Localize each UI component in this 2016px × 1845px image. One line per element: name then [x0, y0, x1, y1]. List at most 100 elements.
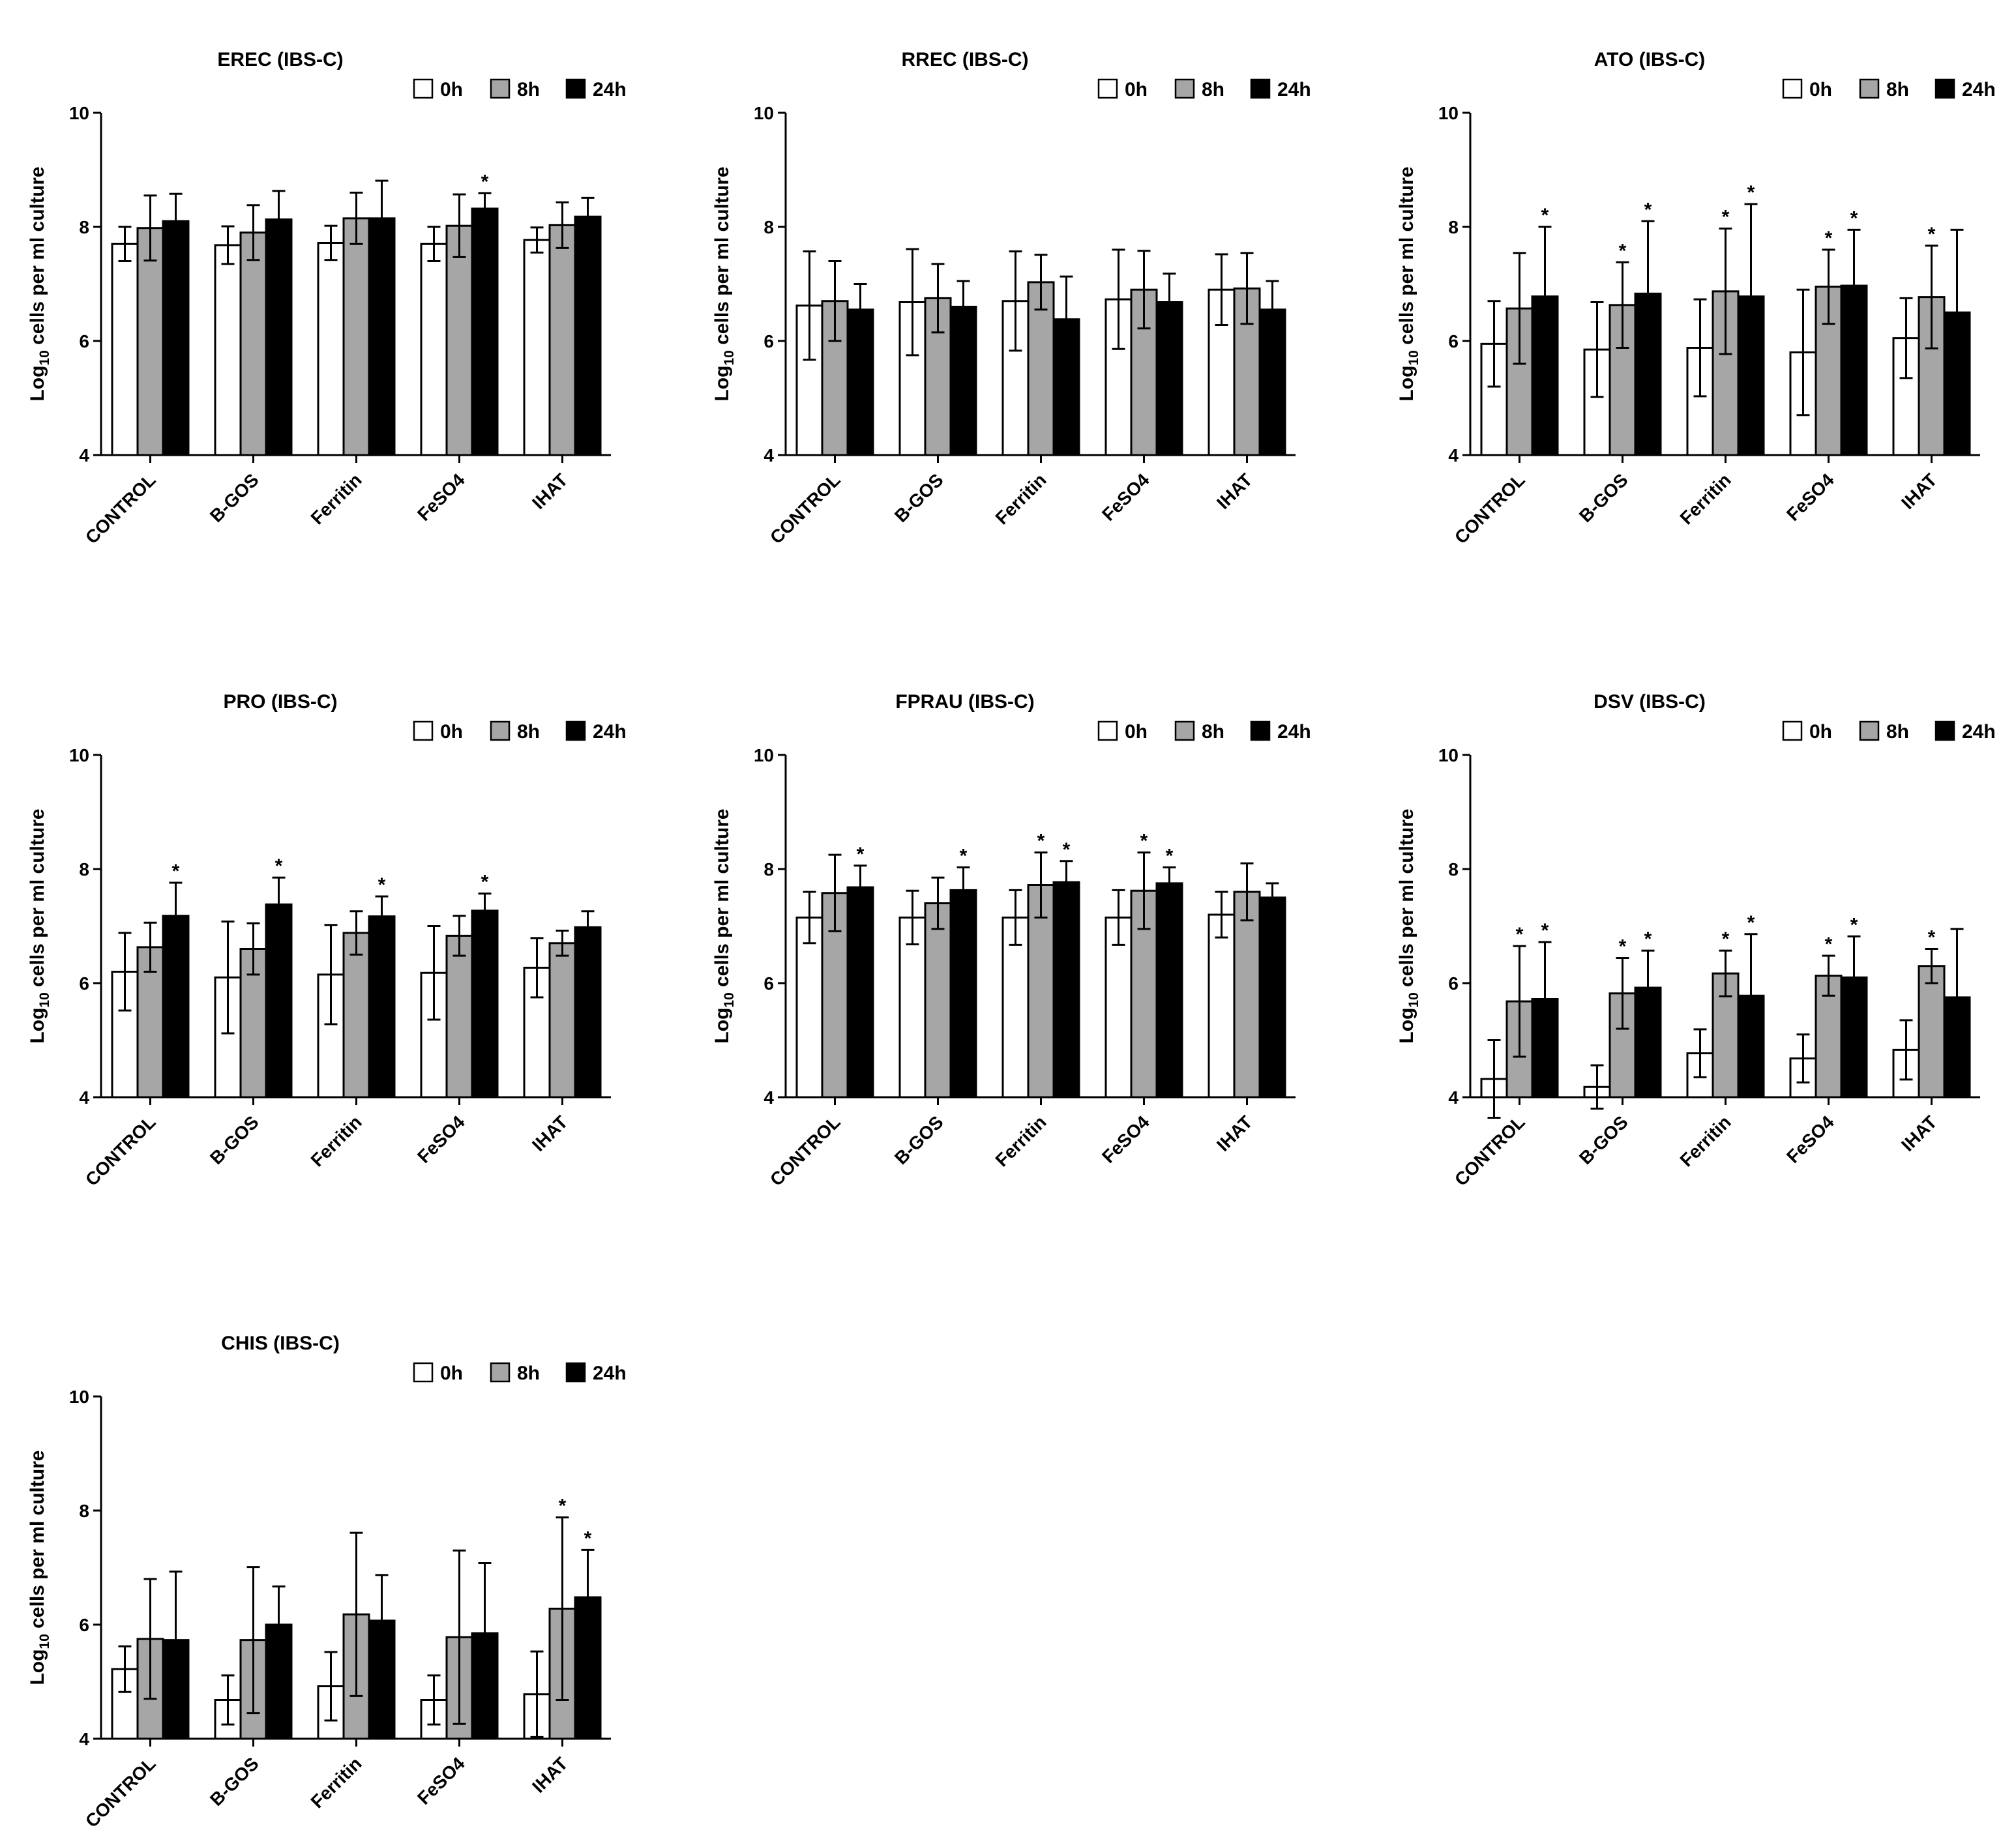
- bar-ihat-24h: [574, 926, 602, 1099]
- error-bar-feso4-8h: [452, 1549, 466, 1725]
- x-tick-label-b-gos: B-GOS: [1575, 1112, 1632, 1168]
- legend-swatch-8h: [490, 720, 511, 741]
- y-tick-label: 4: [1448, 445, 1459, 465]
- error-bar-b-gos-24h: [272, 190, 286, 249]
- legend-swatch-8h: [1859, 78, 1880, 99]
- legend-label-8h: 8h: [517, 721, 540, 743]
- x-tick-label-ihat: IHAT: [1897, 469, 1941, 513]
- legend-swatch-24h: [1250, 720, 1271, 741]
- error-bar-ihat-0h: [1215, 253, 1228, 326]
- y-tick-label: 10: [754, 745, 774, 765]
- y-axis-label: Log10 cells per ml culture: [711, 166, 737, 401]
- error-bar-ferritin-8h: [1719, 228, 1732, 355]
- error-bar-ferritin-0h: [324, 1651, 338, 1722]
- legend-swatch-24h: [565, 78, 586, 99]
- significance-star: *: [1541, 205, 1549, 226]
- error-bar-b-gos-0h: [221, 921, 235, 1035]
- significance-star: *: [1747, 182, 1755, 203]
- legend-label-0h: 0h: [440, 721, 463, 743]
- error-bar-ferritin-0h: [1693, 298, 1707, 398]
- bar-ihat-24h: [1258, 896, 1286, 1099]
- bar-ferritin-24h: [1052, 881, 1080, 1099]
- error-bar-feso4-8h: [1137, 250, 1151, 330]
- legend-label-8h: 8h: [1202, 79, 1224, 100]
- significance-star: *: [584, 1528, 592, 1549]
- x-tick-label-b-gos: B-GOS: [891, 1112, 947, 1168]
- error-bar-ferritin-8h: [349, 1531, 363, 1697]
- significance-star: *: [1722, 207, 1730, 228]
- bar-feso4-8h: [445, 224, 473, 456]
- error-bar-b-gos-24h: [1641, 220, 1655, 367]
- error-bar-feso4-0h: [427, 1674, 441, 1726]
- y-tick-label: 6: [763, 973, 774, 994]
- bar-feso4-24h: [1155, 882, 1183, 1099]
- x-tick-label-feso4: FeSO4: [1098, 469, 1153, 525]
- legend-label-24h: 24h: [1277, 721, 1311, 743]
- y-axis-label: Log10 cells per ml culture: [27, 166, 52, 401]
- significance-star: *: [1850, 207, 1858, 229]
- legend-swatch-24h: [565, 1362, 586, 1383]
- error-bar-ihat-8h: [556, 1516, 569, 1701]
- bar-ferritin-8h: [1712, 290, 1740, 456]
- error-bar-ferritin-24h: [1060, 860, 1073, 904]
- x-tick-label-control: CONTROL: [1451, 469, 1529, 548]
- legend-label-0h: 0h: [1809, 79, 1832, 100]
- y-axis-label: Log10 cells per ml culture: [27, 1450, 52, 1685]
- x-tick-label-feso4: FeSO4: [1098, 1112, 1153, 1167]
- bar-ihat-8h: [1233, 891, 1261, 1099]
- error-bar-control-8h: [828, 260, 842, 342]
- legend-label-0h: 0h: [1809, 721, 1832, 743]
- legend-label-24h: 24h: [1962, 721, 1996, 743]
- y-tick-label: 4: [79, 1729, 89, 1749]
- error-bar-ferritin-24h: [375, 179, 389, 258]
- error-bar-feso4-24h: [478, 192, 492, 226]
- significance-star: *: [1850, 914, 1858, 936]
- significance-star: *: [960, 845, 968, 866]
- error-bar-ferritin-24h: [375, 1574, 389, 1668]
- x-tick-label-ihat: IHAT: [1897, 1112, 1941, 1155]
- y-axis-label: Log10 cells per ml culture: [1396, 166, 1421, 401]
- y-tick-label: 4: [1448, 1087, 1459, 1108]
- legend-swatch-24h: [565, 720, 586, 741]
- x-tick-label-b-gos: B-GOS: [891, 469, 947, 526]
- error-bar-control-8h: [143, 1578, 157, 1700]
- significance-star: *: [1166, 845, 1174, 866]
- x-tick-label-control: CONTROL: [82, 1753, 160, 1831]
- error-bar-feso4-8h: [452, 915, 466, 957]
- x-tick-label-feso4: FeSO4: [413, 1112, 469, 1167]
- bar-ferritin-24h: [368, 217, 396, 456]
- significance-star: *: [172, 861, 180, 882]
- error-bar-b-gos-0h: [1590, 1064, 1604, 1110]
- error-bar-feso4-8h: [1822, 248, 1835, 325]
- y-tick-label: 8: [763, 217, 774, 237]
- legend-label-24h: 24h: [593, 1363, 627, 1384]
- significance-star: *: [1928, 927, 1936, 949]
- bar-feso4-24h: [471, 207, 499, 456]
- error-bar-control-0h: [118, 932, 132, 1012]
- legend-label-8h: 8h: [517, 79, 540, 100]
- error-bar-b-gos-24h: [956, 280, 970, 334]
- y-tick-label: 10: [69, 1387, 89, 1407]
- error-bar-control-24h: [169, 1571, 183, 1710]
- x-tick-label-b-gos: B-GOS: [206, 1753, 263, 1810]
- error-bar-ihat-8h: [1925, 244, 1938, 349]
- error-bar-ihat-0h: [1215, 891, 1228, 939]
- significance-star: *: [1825, 228, 1833, 249]
- x-tick-label-b-gos: B-GOS: [206, 469, 263, 526]
- error-bar-ferritin-8h: [1719, 949, 1732, 997]
- bar-control-24h: [846, 886, 874, 1099]
- bar-feso4-0h: [420, 243, 448, 456]
- x-tick-label-ferritin: Ferritin: [992, 1112, 1050, 1170]
- legend-swatch-8h: [1174, 720, 1195, 741]
- x-tick-label-control: CONTROL: [82, 469, 160, 548]
- error-bar-b-gos-8h: [246, 1566, 260, 1715]
- bar-feso4-0h: [1104, 916, 1133, 1099]
- error-bar-ihat-0h: [530, 937, 544, 999]
- y-tick-label: 8: [763, 859, 774, 879]
- error-bar-b-gos-0h: [906, 248, 919, 357]
- error-bar-control-24h: [169, 881, 183, 950]
- error-bar-b-gos-8h: [1616, 957, 1629, 1030]
- error-bar-control-0h: [1487, 300, 1501, 388]
- error-bar-ihat-0h: [1899, 1019, 1913, 1081]
